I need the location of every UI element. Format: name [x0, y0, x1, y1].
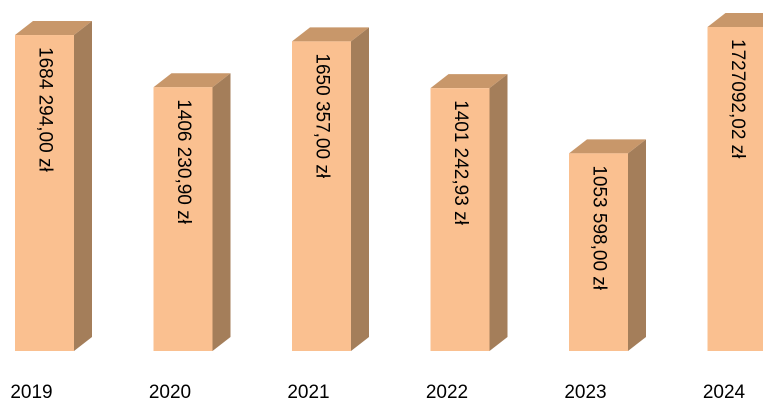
category-label-2021: 2021: [287, 382, 329, 401]
bar-2020: 1406 230,90 zł: [153, 73, 231, 352]
category-labels-group: 2019 2020 2021 2022 2023 2024: [10, 382, 745, 401]
bar-2023: 1053 598,00 zł: [569, 139, 646, 351]
bar-front-face: [707, 27, 763, 351]
category-label-2023: 2023: [564, 382, 606, 401]
bar-side-face: [74, 21, 92, 352]
bars-group: 1684 294,00 zł 1406 230,90 zł 1650 357,00 …: [15, 13, 763, 352]
bar-front-face: [292, 41, 351, 351]
category-label-2024: 2024: [703, 382, 746, 401]
bar-2019: 1684 294,00 zł: [15, 21, 92, 352]
bar-value-label: 1053 598,00 zł: [588, 165, 609, 290]
bar-side-face: [628, 139, 646, 351]
bar-front-face: [430, 88, 490, 352]
bar-top-face: [707, 13, 763, 27]
category-label-2022: 2022: [426, 382, 468, 401]
bar-side-face: [212, 73, 231, 352]
bar-top-face: [15, 21, 92, 36]
bar-value-label: 1406 230,90 zł: [173, 99, 194, 224]
bar-value-label: 1727092,02 zł: [727, 39, 748, 159]
bar-top-face: [292, 27, 369, 42]
bar-value-label: 1401 242,93 zł: [450, 100, 471, 225]
bar-2024: 1727092,02 zł: [707, 13, 763, 351]
bar-top-face: [569, 139, 646, 154]
bar-value-label: 1684 294,00 zł: [34, 47, 55, 172]
bar-2022: 1401 242,93 zł: [430, 74, 508, 352]
bar-side-face: [489, 74, 508, 352]
bar-2021: 1650 357,00 zł: [292, 27, 369, 351]
bar-front-face: [153, 87, 213, 351]
category-label-2019: 2019: [10, 382, 52, 401]
bar-top-face: [430, 74, 508, 89]
bar-value-label: 1650 357,00 zł: [311, 53, 332, 178]
category-label-2020: 2020: [149, 382, 191, 401]
bar-front-face: [569, 153, 628, 351]
bar-top-face: [153, 73, 231, 88]
bar-front-face: [15, 35, 74, 352]
bar-side-face: [351, 27, 369, 351]
